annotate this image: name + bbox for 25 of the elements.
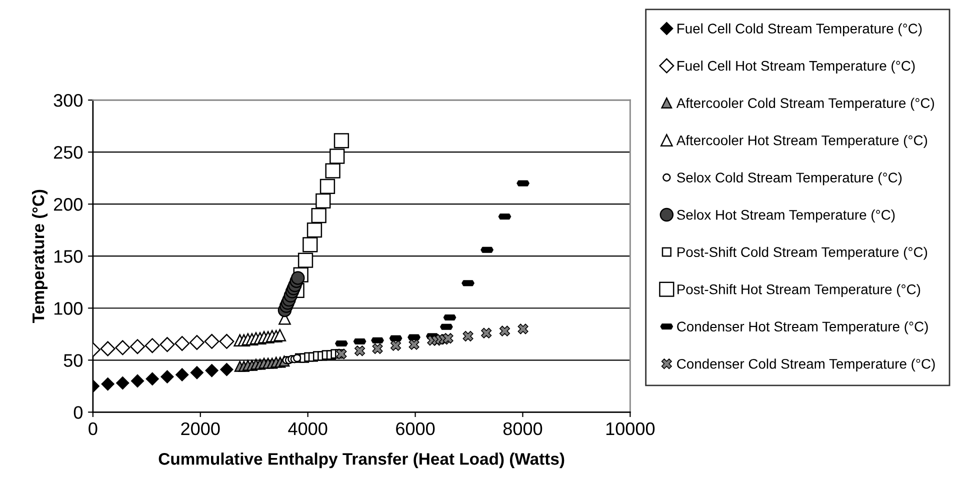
y-tick-label: 250	[54, 146, 83, 159]
y-tick-label: 50	[64, 354, 82, 367]
x-tick-label: 10000	[606, 422, 655, 436]
x-axis-title: Cummulative Enthalpy Transfer (Heat Load) (Watts)	[158, 452, 564, 468]
legend-label: Condenser Hot Stream Temperature (°C)	[677, 321, 928, 334]
legend-label: Selox Hot Stream Temperature (°C)	[677, 210, 895, 223]
legend-label: Post-Shift Cold Stream Temperature (°C)	[678, 246, 928, 260]
y-tick-label: 0	[74, 406, 82, 419]
legend-label: Condenser Cold Stream Temperature (°C)	[677, 358, 935, 372]
x-tick-label: 8000	[503, 422, 542, 436]
x-tick-label: 0	[88, 422, 98, 436]
y-axis-title: Temperature (°C)	[32, 190, 48, 324]
legend-label: Aftercooler Hot Stream Temperature (°C)	[676, 135, 928, 148]
legend-label: Fuel Cell Cold Stream Temperature (°C)	[678, 23, 922, 36]
legend-label: Aftercooler Cold Stream Temperature (°C)	[676, 98, 934, 111]
x-tick-label: 4000	[288, 422, 328, 436]
y-tick-label: 150	[54, 250, 83, 263]
y-tick-label: 300	[54, 94, 83, 107]
legend-label: Fuel Cell Hot Stream Temperature (°C)	[678, 60, 915, 74]
legend-label: Selox Cold Stream Temperature (°C)	[677, 172, 902, 186]
x-tick-label: 6000	[396, 422, 435, 436]
legend-label: Post-Shift Hot Stream Temperature (°C)	[678, 284, 920, 298]
y-tick-label: 100	[54, 302, 83, 315]
y-tick-label: 200	[54, 198, 83, 211]
x-tick-label: 2000	[181, 422, 220, 436]
